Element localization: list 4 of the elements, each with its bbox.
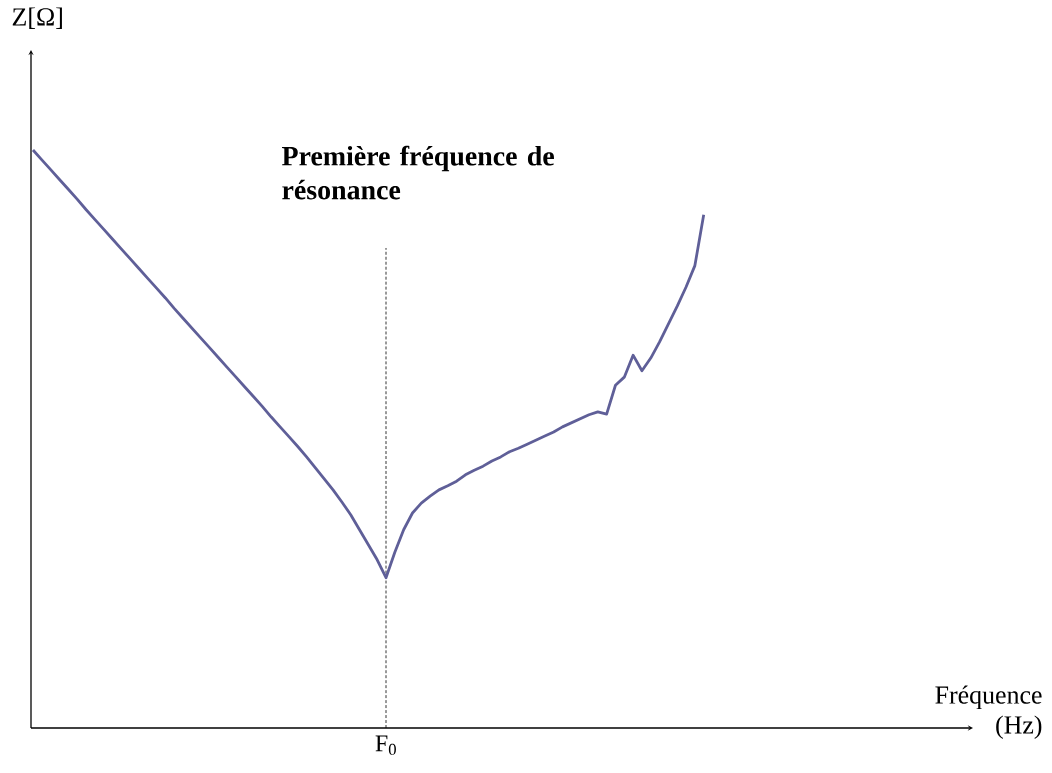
text: Fréquence (Hz) xyxy=(935,685,1042,739)
text: F$_{0}$ xyxy=(375,735,396,756)
annotation: Première fréquence de résonance xyxy=(282,145,554,200)
y-axis-title: Z[Ω] xyxy=(12,7,62,29)
